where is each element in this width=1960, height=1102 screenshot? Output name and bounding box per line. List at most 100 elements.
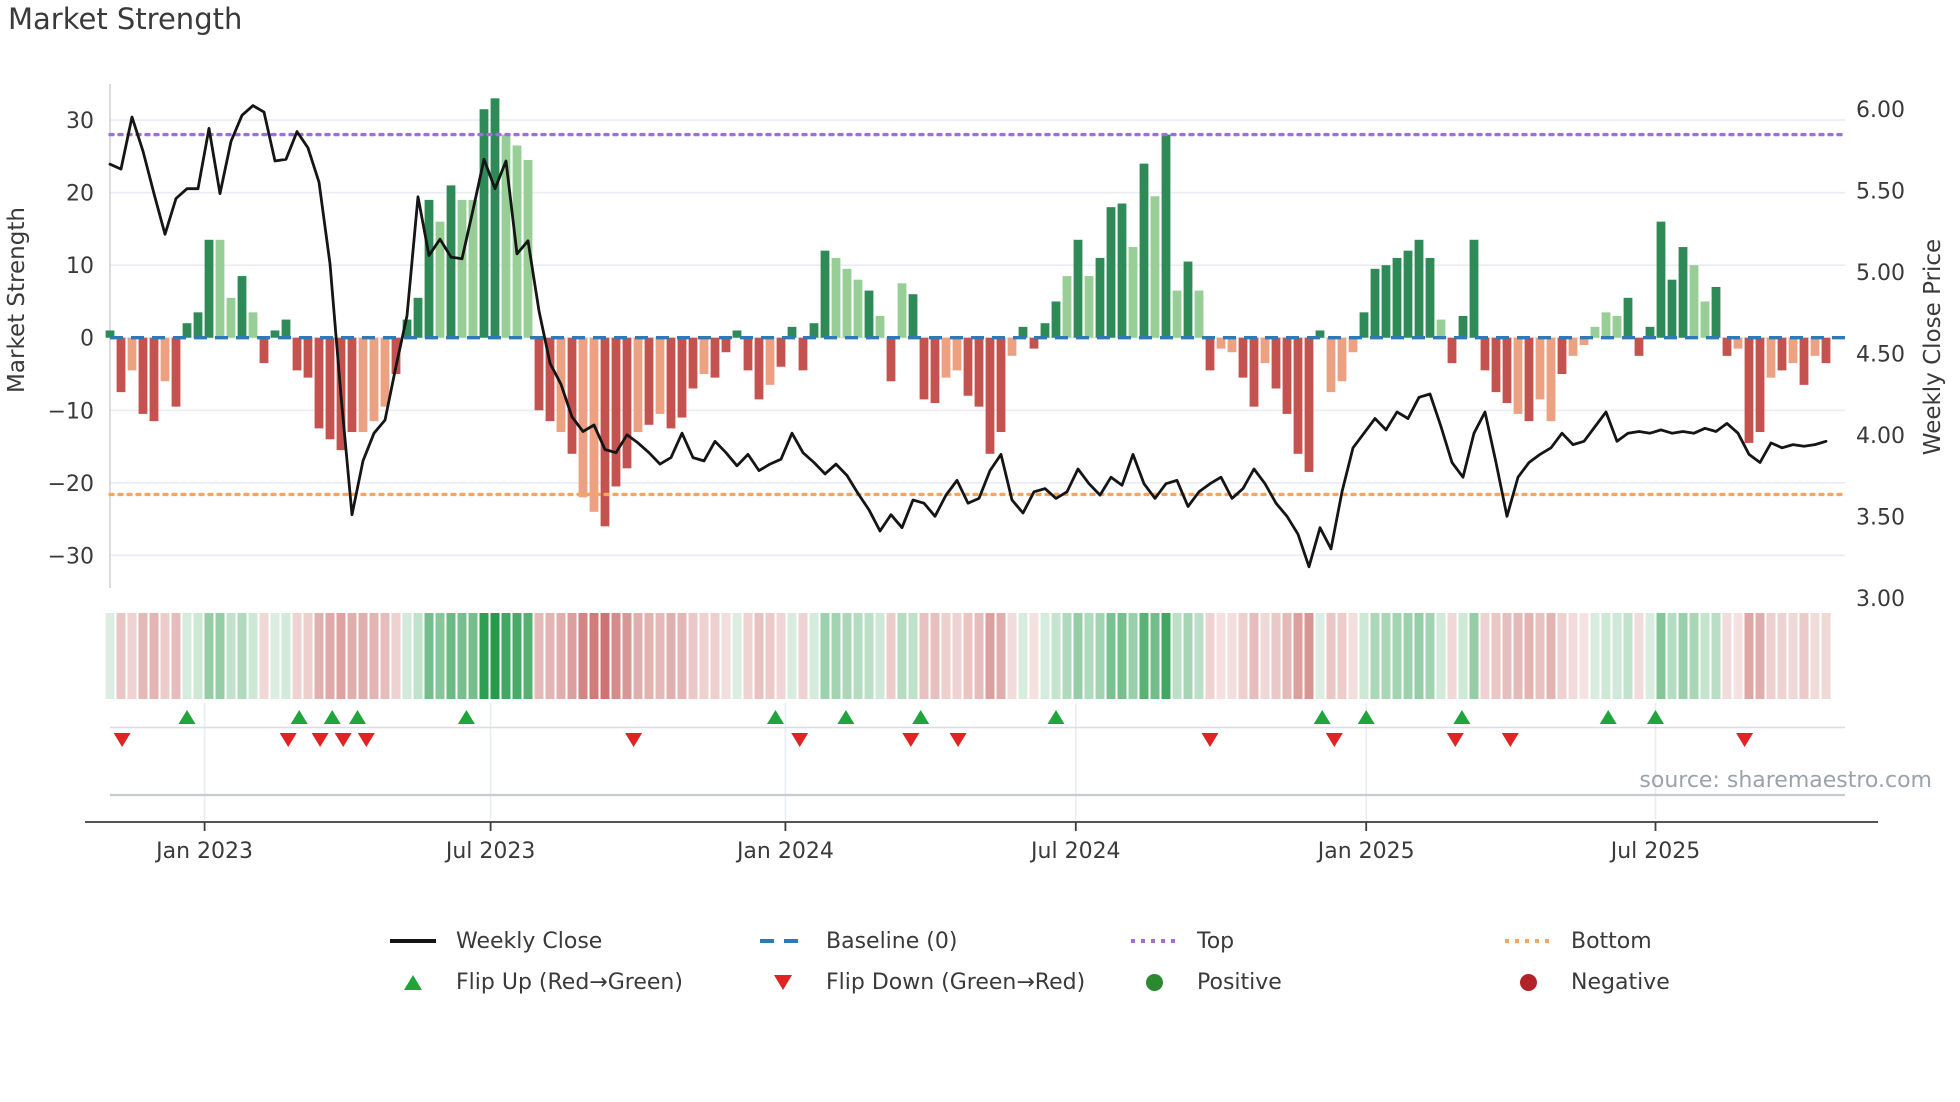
heatmap-cell	[501, 613, 511, 699]
strength-bar	[1348, 337, 1358, 353]
flip-up-marker	[178, 710, 196, 724]
strength-bar	[710, 337, 720, 378]
heatmap-cell	[1194, 613, 1204, 699]
strength-bar	[1656, 221, 1666, 338]
strength-bar	[479, 109, 489, 338]
strength-bar	[1315, 330, 1325, 338]
heatmap-cell	[1766, 613, 1776, 699]
heatmap-cell	[809, 613, 819, 699]
heatmap-cell	[1403, 613, 1413, 699]
strength-bar	[1557, 337, 1567, 374]
strength-bar	[1018, 326, 1028, 338]
strength-bar	[985, 337, 995, 454]
strength-bar	[919, 337, 929, 400]
strength-bar	[1150, 196, 1160, 338]
strength-bar	[1667, 279, 1677, 338]
strength-bar	[292, 337, 302, 371]
heatmap-cell	[688, 613, 698, 699]
heatmap-cell	[1018, 613, 1028, 699]
strength-bar	[259, 337, 269, 364]
heatmap-cell	[1634, 613, 1644, 699]
heatmap-cell	[413, 613, 423, 699]
heatmap-cell	[974, 613, 984, 699]
strength-bar	[897, 283, 907, 338]
heatmap-cell	[776, 613, 786, 699]
strength-bar	[1447, 337, 1457, 364]
strength-bar	[1370, 268, 1380, 338]
strength-bar	[1029, 337, 1039, 349]
flip-up-markers	[178, 710, 1664, 724]
strength-bar	[1689, 265, 1699, 338]
heatmap-cell	[1513, 613, 1523, 699]
heatmap-cell	[754, 613, 764, 699]
strength-bar	[1128, 247, 1138, 338]
flip-down-marker	[1501, 733, 1519, 747]
heatmap-cell	[600, 613, 610, 699]
strength-bar	[578, 337, 588, 498]
heatmap-cell	[787, 613, 797, 699]
heatmap-cell	[325, 613, 335, 699]
heatmap-cell	[105, 613, 115, 699]
flip-up-marker	[837, 710, 855, 724]
strength-bar	[215, 239, 225, 338]
flip-down-marker	[791, 733, 809, 747]
heatmap-cell	[666, 613, 676, 699]
flip-down-marker	[1325, 733, 1343, 747]
strength-bar	[864, 290, 874, 338]
heatmap-cell	[1700, 613, 1710, 699]
strength-bar	[1227, 337, 1237, 353]
heatmap-cell	[578, 613, 588, 699]
heatmap-cell	[1689, 613, 1699, 699]
strength-bar	[1073, 239, 1083, 338]
flip-up-marker	[323, 710, 341, 724]
strength-bar	[105, 330, 115, 338]
strength-bar	[842, 268, 852, 338]
flip-up-marker	[1453, 710, 1471, 724]
strength-bar	[1810, 337, 1820, 356]
strength-bar	[688, 337, 698, 389]
strength-bar	[1249, 337, 1259, 407]
strength-bar	[1799, 337, 1809, 385]
heatmap-cell	[1425, 613, 1435, 699]
heatmap-cell	[611, 613, 621, 699]
heatmap-cell	[1799, 613, 1809, 699]
heatmap-cell	[1722, 613, 1732, 699]
strength-bar	[446, 185, 456, 338]
strength-bar	[974, 337, 984, 407]
strength-bar	[1282, 337, 1292, 414]
heatmap-cell	[303, 613, 313, 699]
heatmap-cell	[1777, 613, 1787, 699]
strength-bar	[875, 315, 885, 338]
strength-bar	[402, 319, 412, 338]
right-axis-title: Weekly Close Price	[1920, 239, 1946, 455]
heatmap-cell	[281, 613, 291, 699]
heatmap-cell	[435, 613, 445, 699]
heatmap-cell	[1051, 613, 1061, 699]
flip-up-marker	[349, 710, 366, 724]
heatmap-cell	[204, 613, 214, 699]
strength-bar	[1744, 337, 1754, 443]
flip-down-marker	[1446, 733, 1464, 747]
svg-text:6.00: 6.00	[1856, 98, 1905, 123]
flip-down-marker	[334, 733, 352, 747]
heatmap-cell	[127, 613, 137, 699]
strength-bar	[204, 239, 214, 338]
flip-down-marker	[1201, 733, 1219, 747]
heatmap-cell	[622, 613, 632, 699]
strength-bar	[820, 250, 830, 338]
strength-bar	[358, 337, 368, 433]
strength-bar	[1007, 337, 1017, 356]
strength-bar	[1458, 315, 1468, 338]
heatmap-cell	[512, 613, 522, 699]
heatmap-cell	[457, 613, 467, 699]
svg-text:10: 10	[66, 254, 94, 279]
heatmap-cell	[655, 613, 665, 699]
strength-bar	[347, 337, 357, 433]
heatmap-cell	[1326, 613, 1336, 699]
flip-up-marker	[1313, 710, 1331, 724]
heatmap-cell	[1128, 613, 1138, 699]
heatmap-cell	[1623, 613, 1633, 699]
strength-bar	[655, 337, 665, 414]
heatmap-cell	[1161, 613, 1171, 699]
heatmap-cell	[182, 613, 192, 699]
